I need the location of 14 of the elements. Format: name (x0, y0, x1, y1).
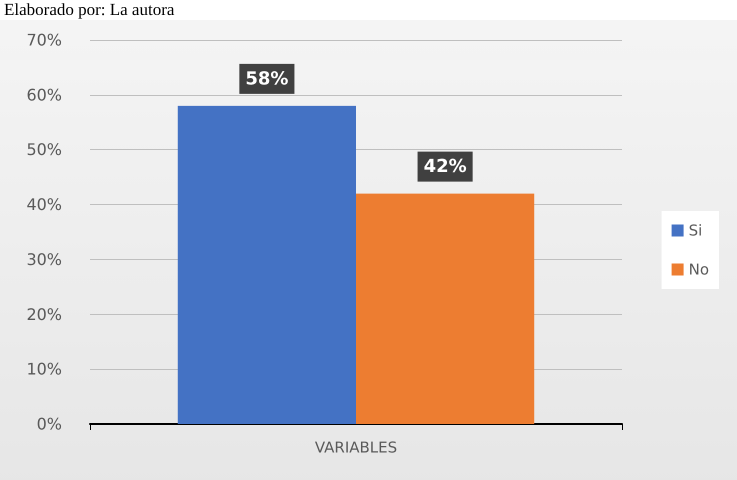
y-tick-label: 70% (26, 30, 62, 50)
y-tick-label: 10% (26, 360, 62, 379)
legend-label: No (688, 260, 710, 278)
y-tick-label: 60% (26, 85, 62, 104)
y-tick-label: 20% (26, 304, 62, 324)
data-label: 58% (245, 68, 288, 90)
data-label: 42% (424, 156, 467, 178)
text: Elaborado por: La autora (4, 0, 174, 20)
legend-label: Si (688, 222, 702, 240)
y-tick-label: 30% (26, 250, 62, 269)
y-tick-label: 50% (26, 140, 62, 160)
y-tick-label: 40% (26, 195, 62, 214)
y-tick-label: 0% (36, 414, 62, 434)
x-tick-label: VARIABLES (314, 438, 398, 456)
